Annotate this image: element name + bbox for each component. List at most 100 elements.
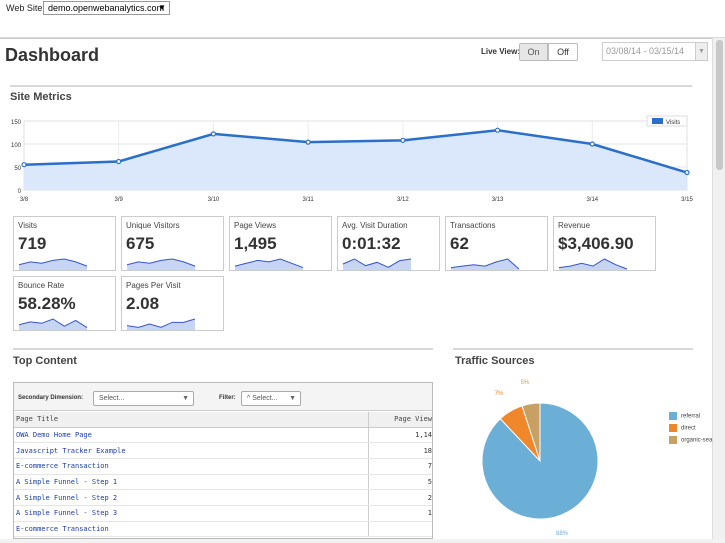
metric-value: 719 — [18, 234, 47, 253]
metric-sparkline — [558, 258, 628, 270]
filter-label: Filter: — [219, 395, 236, 401]
live-view-on-button[interactable]: On — [519, 43, 548, 61]
sparkline-line — [558, 258, 628, 270]
table-header-row: Page Title Page View — [14, 412, 432, 428]
pie-slice-label: 88% — [556, 531, 569, 537]
table-row: E-commerce Transaction — [14, 521, 432, 538]
top-bar: Web Site: demo.openwebanalytics.com ▼ — [0, 0, 725, 38]
secondary-dimension-label: Secondary Dimension: — [18, 395, 84, 401]
series-line-visits — [23, 128, 688, 174]
metric-tile[interactable]: Visits 719 — [13, 216, 116, 271]
y-tick-label: 0 — [18, 189, 22, 195]
metric-value: 0:01:32 — [342, 234, 401, 253]
metric-value: $3,406.90 — [558, 234, 634, 253]
legend-label: Visits — [666, 120, 680, 126]
table-row: E-commerce Transaction 7 — [14, 458, 432, 475]
scrollbar-thumb[interactable] — [716, 40, 723, 170]
metric-label: Visits — [18, 221, 37, 230]
series-area — [24, 130, 687, 190]
top-content-table-panel: Secondary Dimension: Select... ▼ Filter:… — [13, 382, 433, 539]
sparkline-line — [126, 258, 196, 267]
page-views-cell: 5 — [367, 474, 432, 491]
metric-tile[interactable]: Transactions 62 — [445, 216, 548, 271]
visits-line-chart: 0 50 100 150 3/8 3/9 3/10 3/11 3/12 3/13 3/14 3/15 V… — [11, 115, 693, 203]
metric-tile[interactable]: Page Views 1,495 — [229, 216, 332, 271]
sparkline-line — [18, 258, 88, 267]
data-point[interactable] — [116, 158, 122, 165]
metric-value: 675 — [126, 234, 155, 253]
data-point[interactable] — [305, 139, 311, 145]
sparkline-line — [450, 258, 520, 270]
section-divider — [10, 85, 692, 87]
sparkline-area — [559, 259, 627, 270]
metric-tile[interactable]: Avg. Visit Duration 0:01:32 — [337, 216, 440, 271]
metric-sparkline — [126, 258, 196, 270]
filter-select[interactable]: ^ Select... ▼ — [241, 391, 301, 406]
metric-sparkline — [18, 318, 88, 330]
page-title-link[interactable]: Javascript Tracker Example — [14, 442, 368, 459]
y-tick-label: 150 — [11, 120, 22, 126]
chevron-down-icon[interactable]: ▼ — [695, 43, 707, 60]
page-title-link[interactable]: A Simple Funnel - Step 3 — [14, 505, 368, 522]
page-title-link[interactable]: OWA Demo Home Page — [14, 427, 368, 444]
x-tick-label: 3/10 — [208, 197, 220, 203]
pie-slice-label: 5% — [521, 380, 530, 386]
legend-item[interactable]: direct — [669, 424, 696, 432]
sparkline-area — [343, 259, 411, 270]
legend-swatch — [669, 436, 677, 444]
date-range-picker[interactable]: 03/08/14 - 03/15/14 ▼ — [602, 42, 708, 61]
x-tick-label: 3/13 — [492, 197, 504, 203]
page-title-link[interactable]: A Simple Funnel - Step 2 — [14, 489, 368, 506]
data-point[interactable] — [400, 137, 406, 143]
sparkline-line — [342, 258, 412, 268]
pie-slice-organic-sea[interactable] — [521, 402, 541, 462]
column-header-page-title[interactable]: Page Title — [14, 412, 368, 428]
website-select[interactable]: demo.openwebanalytics.com ▼ — [43, 1, 170, 15]
metric-label: Unique Visitors — [126, 221, 180, 230]
data-point[interactable] — [684, 169, 690, 176]
page-title-link[interactable]: A Simple Funnel - Step 1 — [14, 474, 368, 491]
page-views-cell: 2 — [367, 489, 432, 506]
data-point[interactable] — [589, 141, 595, 147]
x-tick-label: 3/9 — [115, 197, 124, 203]
table-toolbar: Secondary Dimension: Select... ▼ Filter:… — [14, 383, 432, 411]
section-divider — [13, 348, 433, 350]
legend-swatch — [652, 118, 663, 124]
legend-swatch — [669, 424, 677, 432]
top-content-table: Page Title Page View OWA Demo Home Page 1… — [14, 412, 432, 538]
secondary-dimension-select[interactable]: Select... ▼ — [93, 391, 194, 406]
legend-item[interactable]: referral — [669, 412, 700, 420]
metric-sparkline — [126, 318, 196, 330]
metric-label: Bounce Rate — [18, 281, 65, 290]
page-title: Dashboard — [5, 45, 100, 65]
page-title-link[interactable]: E-commerce Transaction — [14, 521, 368, 538]
metric-tile[interactable]: Pages Per Visit 2.08 — [121, 276, 224, 331]
metric-tile[interactable]: Unique Visitors 675 — [121, 216, 224, 271]
column-header-page-views[interactable]: Page View — [367, 412, 432, 428]
chevron-down-icon: ▼ — [182, 395, 189, 402]
top-content-title: Top Content — [13, 355, 77, 367]
x-tick-label: 3/14 — [586, 197, 598, 203]
data-point[interactable] — [210, 131, 217, 137]
data-point[interactable] — [21, 162, 27, 168]
live-view-off-button[interactable]: Off — [548, 43, 578, 61]
metric-sparkline — [342, 258, 412, 270]
page-title-link[interactable]: E-commerce Transaction — [14, 458, 368, 475]
section-divider — [453, 348, 693, 350]
x-tick-label: 3/11 — [303, 197, 315, 203]
metric-tile[interactable]: Bounce Rate 58.28% — [13, 276, 116, 331]
vertical-scrollbar[interactable] — [712, 38, 725, 539]
chart-legend — [646, 115, 688, 127]
metric-label: Transactions — [450, 221, 496, 230]
pie-slice-label: 7% — [495, 391, 504, 397]
page-views-cell: 18 — [367, 442, 432, 459]
traffic-sources-pie-chart: 88% 7% 5% — [481, 380, 599, 537]
legend-item[interactable]: organic-sea — [669, 436, 712, 444]
legend-label: direct — [681, 425, 696, 432]
data-point[interactable] — [494, 127, 501, 133]
legend-swatch — [669, 412, 677, 420]
metric-sparkline — [234, 258, 304, 270]
metric-tile[interactable]: Revenue $3,406.90 — [553, 216, 656, 271]
